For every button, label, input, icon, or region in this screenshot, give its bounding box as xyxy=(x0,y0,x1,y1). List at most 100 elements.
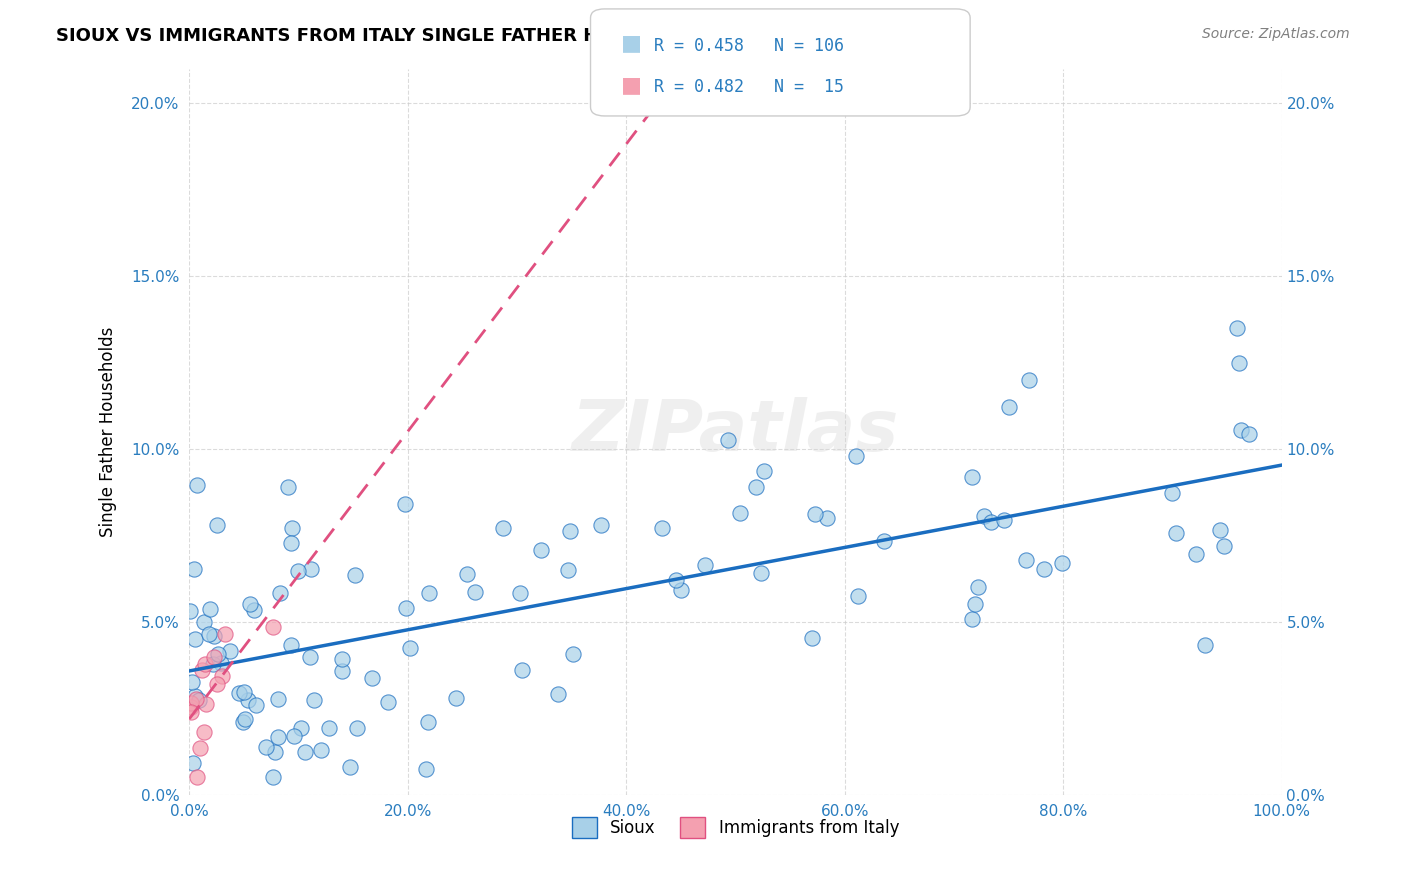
Text: ■: ■ xyxy=(621,33,643,53)
Point xyxy=(262,771,284,785)
Point xyxy=(394,497,416,511)
Point xyxy=(283,729,305,743)
Point xyxy=(298,650,321,665)
Point xyxy=(235,712,257,726)
Point xyxy=(183,562,205,576)
Point xyxy=(752,464,775,478)
Text: R = 0.458   N = 106: R = 0.458 N = 106 xyxy=(654,37,844,55)
Point xyxy=(845,449,868,463)
Point xyxy=(530,542,553,557)
Point xyxy=(186,478,208,492)
Point xyxy=(180,706,202,720)
Point xyxy=(277,480,299,494)
Point xyxy=(207,647,229,661)
Point xyxy=(184,689,207,703)
Point xyxy=(717,434,740,448)
Point xyxy=(228,685,250,699)
Point xyxy=(508,586,530,600)
Point xyxy=(377,695,399,709)
Point xyxy=(214,627,236,641)
Text: SIOUX VS IMMIGRANTS FROM ITALY SINGLE FATHER HOUSEHOLDS CORRELATION CHART: SIOUX VS IMMIGRANTS FROM ITALY SINGLE FA… xyxy=(56,27,945,45)
Point xyxy=(243,603,266,617)
Point xyxy=(245,698,267,713)
Point xyxy=(318,721,340,735)
Point xyxy=(263,745,285,759)
Point xyxy=(973,508,995,523)
Point xyxy=(510,663,533,677)
Point xyxy=(188,740,211,755)
Point xyxy=(309,743,332,757)
Text: R = 0.482   N =  15: R = 0.482 N = 15 xyxy=(654,78,844,96)
Point xyxy=(846,590,869,604)
Point xyxy=(800,631,823,645)
Point xyxy=(193,615,215,629)
Point xyxy=(980,515,1002,529)
Point xyxy=(191,664,214,678)
Point xyxy=(180,700,202,714)
Point xyxy=(193,725,215,739)
Point xyxy=(749,566,772,580)
Point xyxy=(967,580,990,594)
Point xyxy=(1237,427,1260,442)
Point xyxy=(562,647,585,661)
Text: ■: ■ xyxy=(621,75,643,95)
Point xyxy=(195,697,218,711)
Point xyxy=(1032,562,1054,576)
Point xyxy=(299,562,322,576)
Point xyxy=(415,762,437,776)
Point xyxy=(198,602,221,616)
Point xyxy=(399,640,422,655)
Point xyxy=(873,533,896,548)
Point xyxy=(1166,526,1188,541)
Point xyxy=(280,536,302,550)
Y-axis label: Single Father Households: Single Father Households xyxy=(100,326,117,537)
Point xyxy=(962,612,984,626)
Point xyxy=(418,586,440,600)
Point xyxy=(557,563,579,577)
Point xyxy=(280,639,302,653)
Point xyxy=(693,558,716,572)
Point xyxy=(560,524,582,539)
Point xyxy=(547,687,569,701)
Point xyxy=(492,520,515,534)
Point xyxy=(198,627,221,641)
Point xyxy=(444,691,467,706)
Point xyxy=(815,511,838,525)
Point xyxy=(294,745,316,759)
Point xyxy=(180,696,202,710)
Text: ZIPatlas: ZIPatlas xyxy=(572,397,898,467)
Point xyxy=(267,730,290,744)
Point xyxy=(231,715,253,730)
Point xyxy=(997,400,1019,414)
Point xyxy=(202,657,225,671)
Point xyxy=(281,521,304,535)
Point xyxy=(287,564,309,578)
Point xyxy=(186,771,208,785)
Point xyxy=(1018,373,1040,387)
Point xyxy=(207,677,229,691)
Point xyxy=(1227,356,1250,370)
Point xyxy=(1209,523,1232,537)
Point xyxy=(330,652,353,666)
Point xyxy=(1050,556,1073,570)
Point xyxy=(651,521,673,535)
Point xyxy=(187,693,209,707)
Point xyxy=(269,585,291,599)
Point xyxy=(960,470,983,484)
Point xyxy=(1226,320,1249,334)
Point xyxy=(266,692,288,706)
Point xyxy=(205,517,228,532)
Point xyxy=(219,643,242,657)
Point xyxy=(184,632,207,646)
Point xyxy=(290,721,312,735)
Point xyxy=(589,517,612,532)
Point xyxy=(186,692,208,706)
Point xyxy=(965,598,987,612)
Point xyxy=(346,722,368,736)
Point xyxy=(804,507,827,521)
Point xyxy=(728,506,751,520)
Point xyxy=(179,603,201,617)
Point xyxy=(1212,540,1234,554)
Point xyxy=(1014,553,1036,567)
Point xyxy=(330,665,353,679)
